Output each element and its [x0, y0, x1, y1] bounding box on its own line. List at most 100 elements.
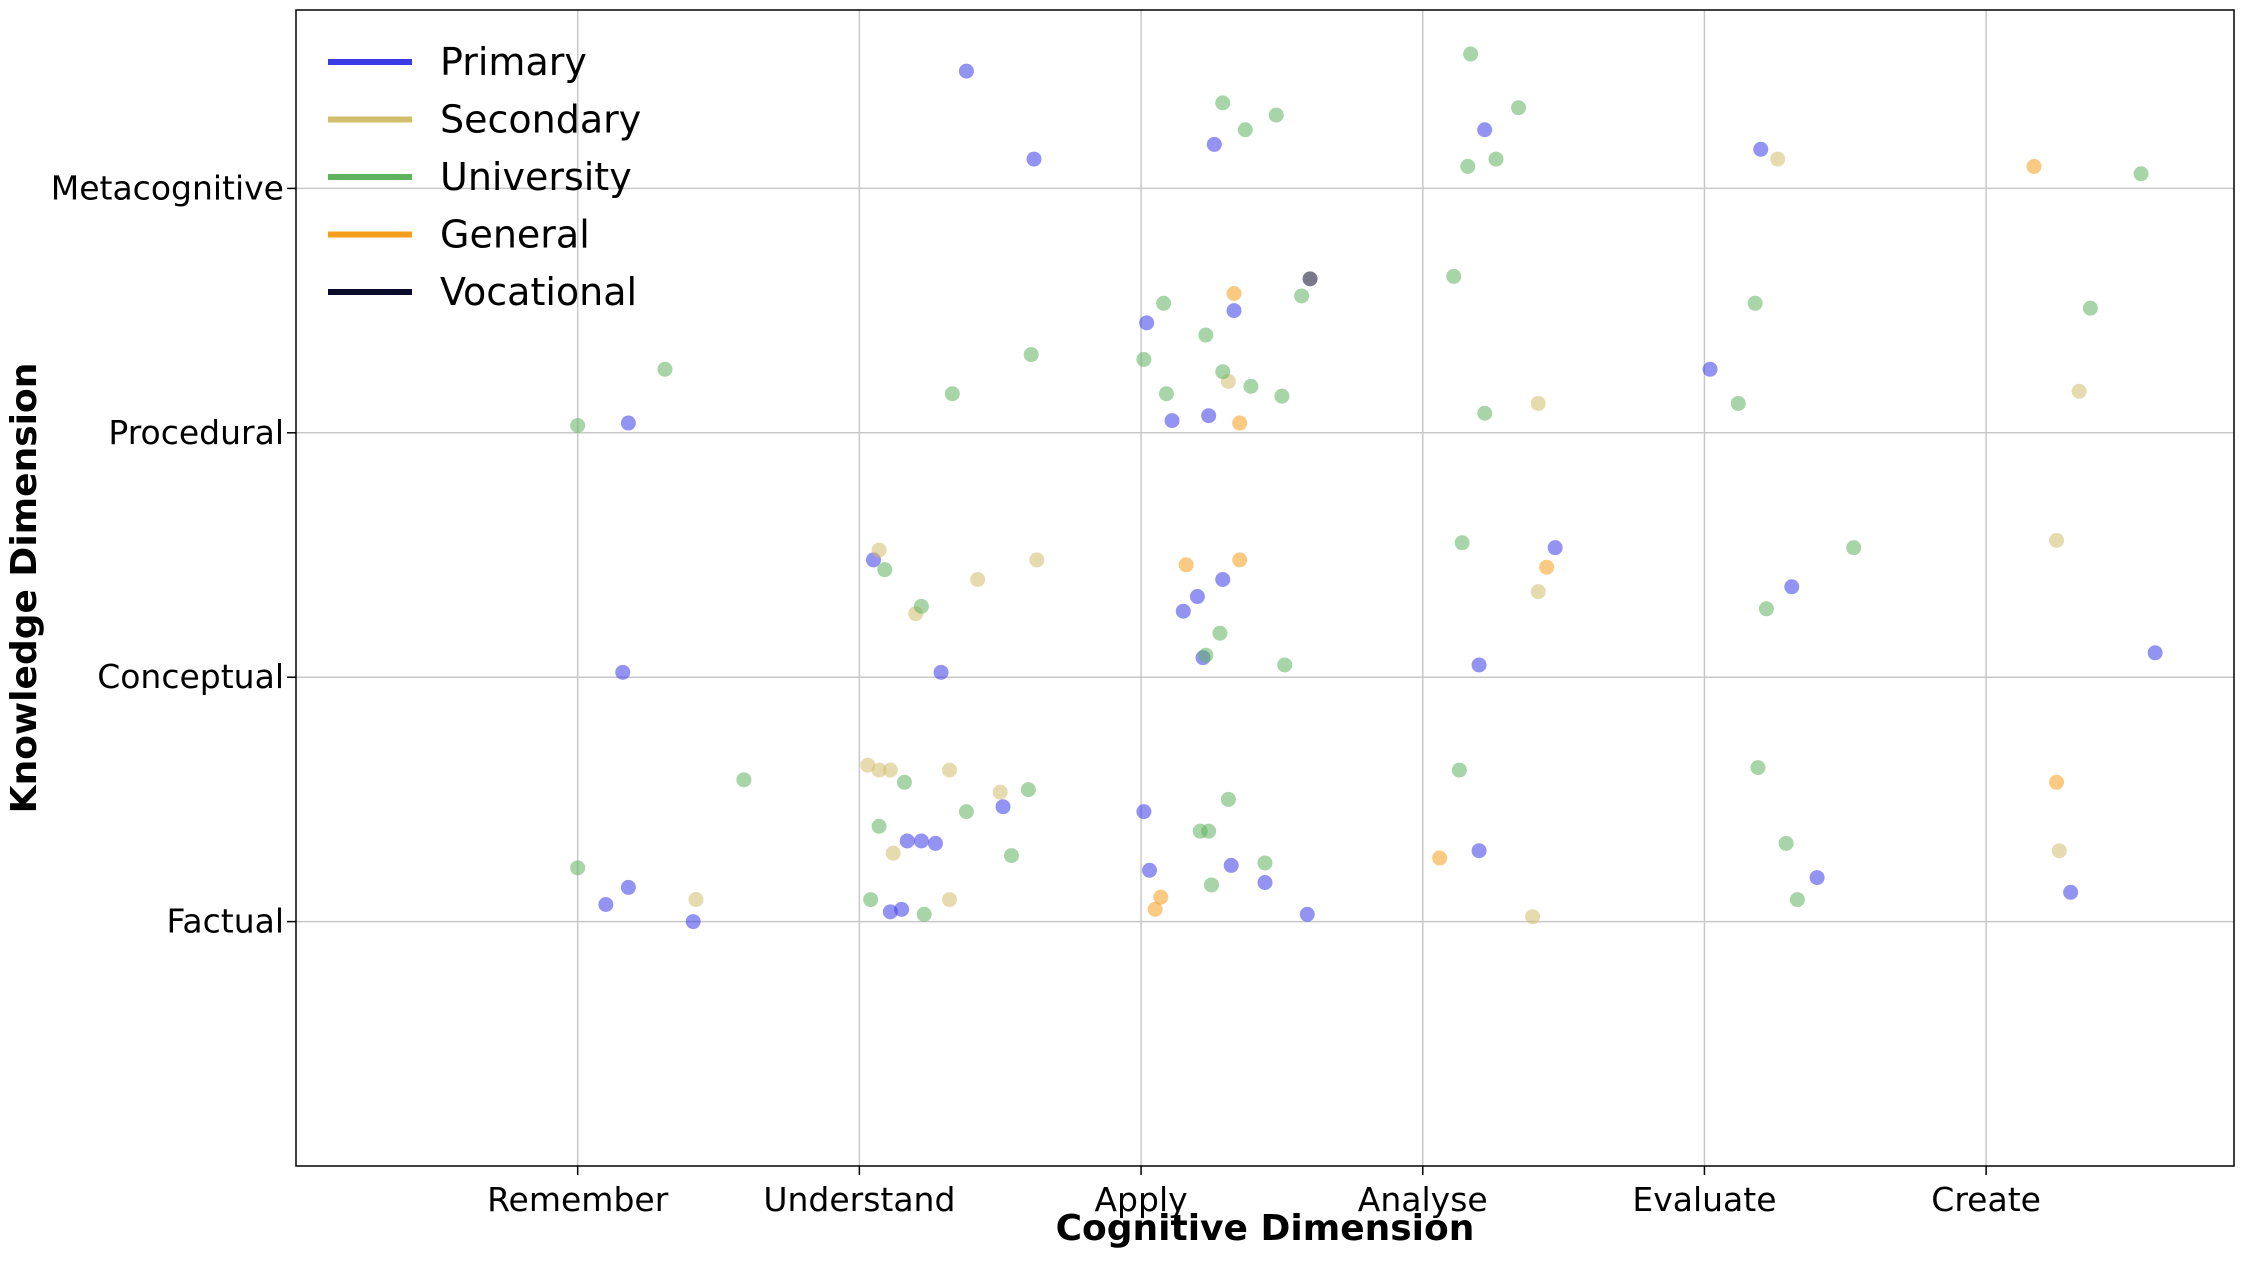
- primary-point: [1164, 413, 1180, 429]
- primary-point: [1784, 579, 1800, 595]
- university-point: [1451, 762, 1467, 778]
- primary-point: [1142, 862, 1158, 878]
- x-tick-label: Create: [1931, 1180, 2041, 1219]
- x-tick-label: Understand: [763, 1180, 955, 1219]
- primary-point: [615, 664, 631, 680]
- legend-label-vocational: Vocational: [440, 270, 637, 314]
- university-point: [896, 774, 912, 790]
- university-point: [1023, 347, 1039, 363]
- primary-point: [1299, 906, 1315, 922]
- university-point: [1294, 288, 1310, 304]
- university-point: [1212, 625, 1228, 641]
- university-point: [570, 417, 586, 433]
- secondary-point: [688, 892, 704, 908]
- university-point: [1488, 151, 1504, 167]
- university-point: [1750, 760, 1766, 776]
- university-point: [1237, 122, 1253, 138]
- primary-point: [1026, 151, 1042, 167]
- secondary-point: [1525, 909, 1541, 925]
- primary-point: [1809, 870, 1825, 886]
- university-point: [1257, 855, 1273, 871]
- primary-point: [913, 833, 929, 849]
- secondary-point: [871, 762, 887, 778]
- y-axis-title: Knowledge Dimension: [4, 363, 45, 814]
- university-point: [1158, 386, 1174, 402]
- y-tick-label: Factual: [166, 902, 284, 941]
- primary-point: [2147, 645, 2163, 661]
- secondary-point: [2071, 383, 2087, 399]
- secondary-point: [882, 762, 898, 778]
- primary-point: [2063, 884, 2079, 900]
- university-point: [863, 892, 879, 908]
- primary-point: [1257, 874, 1273, 890]
- primary-point: [1547, 540, 1563, 556]
- secondary-point: [885, 845, 901, 861]
- university-point: [1215, 95, 1231, 111]
- general-point: [2049, 774, 2065, 790]
- primary-point: [1702, 361, 1718, 377]
- legend-label-university: University: [440, 155, 632, 199]
- x-tick-label: Apply: [1094, 1180, 1187, 1219]
- legend-label-general: General: [440, 213, 590, 257]
- primary-point: [927, 835, 943, 851]
- primary-point: [1226, 303, 1242, 319]
- legend-label-primary: Primary: [440, 40, 587, 84]
- primary-point: [1753, 141, 1769, 157]
- university-point: [944, 386, 960, 402]
- general-point: [1232, 552, 1248, 568]
- secondary-point: [871, 542, 887, 558]
- general-point: [1232, 415, 1248, 431]
- general-point: [1226, 286, 1242, 302]
- university-point: [1215, 364, 1231, 380]
- primary-point: [995, 799, 1011, 815]
- secondary-point: [2049, 532, 2065, 548]
- primary-point: [1175, 603, 1191, 619]
- y-tick-label: Conceptual: [97, 657, 284, 696]
- university-point: [1243, 378, 1259, 394]
- primary-point: [1477, 122, 1493, 138]
- secondary-point: [970, 571, 986, 587]
- primary-point: [1471, 657, 1487, 673]
- primary-point: [882, 904, 898, 920]
- x-tick-label: Evaluate: [1632, 1180, 1776, 1219]
- primary-point: [1136, 804, 1152, 820]
- primary-point: [894, 901, 910, 917]
- university-point: [1460, 158, 1476, 174]
- university-point: [1277, 657, 1293, 673]
- legend: Primary Secondary University General Vocatio…: [328, 40, 641, 314]
- secondary-point: [942, 892, 958, 908]
- primary-point: [958, 63, 974, 79]
- grid: [296, 10, 2234, 1166]
- secondary-point: [942, 762, 958, 778]
- data-points: [570, 46, 2163, 930]
- university-point: [1198, 647, 1214, 663]
- university-point: [1198, 327, 1214, 343]
- general-point: [1539, 559, 1555, 575]
- university-point: [1156, 295, 1172, 311]
- general-point: [1432, 850, 1448, 866]
- university-point: [1446, 268, 1462, 284]
- university-point: [958, 804, 974, 820]
- primary-point: [1189, 589, 1205, 605]
- x-tick-label: Analyse: [1358, 1180, 1488, 1219]
- primary-point: [620, 415, 636, 431]
- legend-label-secondary: Secondary: [440, 98, 641, 142]
- primary-point: [620, 879, 636, 895]
- x-tick-label: Remember: [487, 1180, 669, 1219]
- y-tick-label: Metacognitive: [51, 168, 284, 207]
- university-point: [1274, 388, 1290, 404]
- university-point: [2133, 166, 2149, 182]
- university-point: [1758, 601, 1774, 617]
- vocational-point: [1302, 271, 1318, 287]
- university-point: [1268, 107, 1284, 123]
- general-point: [1153, 889, 1169, 905]
- axis-ticks: Remember Understand Apply Analyse Evaluate Cr…: [51, 168, 2041, 1219]
- university-point: [1477, 405, 1493, 421]
- university-point: [2082, 300, 2098, 316]
- primary-point: [899, 833, 915, 849]
- university-point: [1789, 892, 1805, 908]
- primary-point: [685, 914, 701, 930]
- general-point: [1178, 557, 1194, 573]
